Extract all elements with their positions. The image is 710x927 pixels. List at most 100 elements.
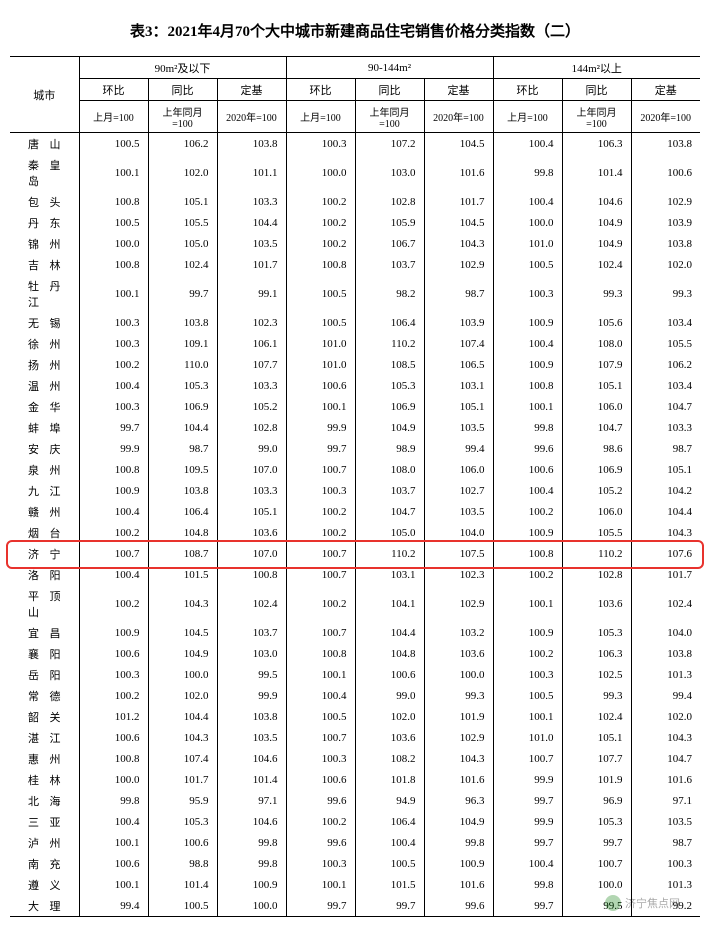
value-cell: 100.9 (493, 522, 562, 543)
value-cell: 104.6 (217, 748, 286, 769)
sub2-2-1: 上年同月=100 (562, 101, 631, 133)
value-cell: 100.1 (79, 154, 148, 191)
price-index-table: 城市 90m²及以下 90-144m² 144m²以上 环比 同比 定基 环比 … (10, 56, 700, 917)
value-cell: 99.1 (217, 275, 286, 312)
value-cell: 100.9 (493, 354, 562, 375)
value-cell: 100.8 (493, 375, 562, 396)
value-cell: 100.1 (286, 396, 355, 417)
city-cell: 秦皇岛 (10, 154, 79, 191)
table-row: 济宁100.7108.7107.0100.7110.2107.5100.8110… (10, 543, 700, 564)
value-cell: 97.1 (217, 790, 286, 811)
value-cell: 100.7 (493, 748, 562, 769)
value-cell: 100.5 (286, 706, 355, 727)
city-cell: 襄阳 (10, 643, 79, 664)
value-cell: 107.0 (217, 459, 286, 480)
value-cell: 100.6 (355, 664, 424, 685)
watermark-text: 济宁焦点网 (625, 895, 680, 911)
value-cell: 100.1 (286, 664, 355, 685)
value-cell: 100.6 (286, 769, 355, 790)
value-cell: 101.6 (424, 154, 493, 191)
value-cell: 100.1 (493, 396, 562, 417)
value-cell: 96.9 (562, 790, 631, 811)
sub1-1-0: 环比 (286, 79, 355, 101)
value-cell: 100.4 (493, 333, 562, 354)
value-cell: 100.7 (286, 727, 355, 748)
value-cell: 105.1 (562, 375, 631, 396)
value-cell: 100.4 (79, 564, 148, 585)
value-cell: 103.5 (217, 727, 286, 748)
value-cell: 100.6 (148, 832, 217, 853)
value-cell: 98.6 (562, 438, 631, 459)
value-cell: 102.4 (217, 585, 286, 622)
table-row: 湛江100.6104.3103.5100.7103.6102.9101.0105… (10, 727, 700, 748)
city-cell: 桂林 (10, 769, 79, 790)
value-cell: 101.9 (562, 769, 631, 790)
value-cell: 99.9 (493, 769, 562, 790)
city-cell: 唐山 (10, 133, 79, 155)
value-cell: 99.7 (562, 832, 631, 853)
value-cell: 99.6 (286, 790, 355, 811)
value-cell: 100.2 (286, 233, 355, 254)
table-row: 秦皇岛100.1102.0101.1100.0103.0101.699.8101… (10, 154, 700, 191)
sub1-2-0: 环比 (493, 79, 562, 101)
city-cell: 安庆 (10, 438, 79, 459)
value-cell: 105.1 (631, 459, 700, 480)
value-cell: 100.2 (286, 212, 355, 233)
value-cell: 100.1 (493, 585, 562, 622)
value-cell: 100.2 (79, 585, 148, 622)
value-cell: 106.0 (424, 459, 493, 480)
value-cell: 103.4 (631, 312, 700, 333)
value-cell: 107.0 (217, 543, 286, 564)
city-cell: 遵义 (10, 874, 79, 895)
value-cell: 101.7 (424, 191, 493, 212)
group-header-2: 144m²以上 (493, 57, 700, 79)
value-cell: 100.5 (493, 685, 562, 706)
value-cell: 104.7 (355, 501, 424, 522)
value-cell: 105.0 (148, 233, 217, 254)
city-cell: 蚌埠 (10, 417, 79, 438)
value-cell: 105.1 (424, 396, 493, 417)
value-cell: 99.7 (493, 832, 562, 853)
page-title: 表3：2021年4月70个大中城市新建商品住宅销售价格分类指数（二） (10, 20, 700, 41)
value-cell: 106.2 (631, 354, 700, 375)
table-row: 丹东100.5105.5104.4100.2105.9104.5100.0104… (10, 212, 700, 233)
value-cell: 101.8 (355, 769, 424, 790)
value-cell: 98.9 (355, 438, 424, 459)
value-cell: 104.1 (355, 585, 424, 622)
value-cell: 100.2 (286, 585, 355, 622)
value-cell: 100.0 (79, 769, 148, 790)
value-cell: 102.4 (148, 254, 217, 275)
city-cell: 扬州 (10, 354, 79, 375)
city-cell: 平顶山 (10, 585, 79, 622)
value-cell: 101.4 (217, 769, 286, 790)
value-cell: 104.2 (631, 480, 700, 501)
value-cell: 105.0 (355, 522, 424, 543)
sub2-0-1: 上年同月=100 (148, 101, 217, 133)
city-cell: 丹东 (10, 212, 79, 233)
city-cell: 吉林 (10, 254, 79, 275)
value-cell: 100.3 (79, 664, 148, 685)
value-cell: 103.6 (355, 727, 424, 748)
value-cell: 107.7 (562, 748, 631, 769)
value-cell: 106.4 (355, 811, 424, 832)
value-cell: 105.3 (562, 811, 631, 832)
value-cell: 103.3 (631, 417, 700, 438)
value-cell: 100.4 (493, 191, 562, 212)
value-cell: 108.0 (355, 459, 424, 480)
value-cell: 100.2 (79, 685, 148, 706)
value-cell: 100.4 (79, 501, 148, 522)
value-cell: 103.8 (148, 480, 217, 501)
sub2-0-2: 2020年=100 (217, 101, 286, 133)
city-cell: 泉州 (10, 459, 79, 480)
value-cell: 107.2 (355, 133, 424, 155)
value-cell: 98.7 (424, 275, 493, 312)
value-cell: 101.7 (148, 769, 217, 790)
value-cell: 100.5 (79, 212, 148, 233)
sub2-2-0: 上月=100 (493, 101, 562, 133)
value-cell: 104.5 (148, 622, 217, 643)
value-cell: 100.7 (286, 622, 355, 643)
value-cell: 104.0 (631, 622, 700, 643)
value-cell: 100.5 (79, 133, 148, 155)
watermark: 济宁焦点网 (605, 895, 680, 911)
value-cell: 102.9 (631, 191, 700, 212)
